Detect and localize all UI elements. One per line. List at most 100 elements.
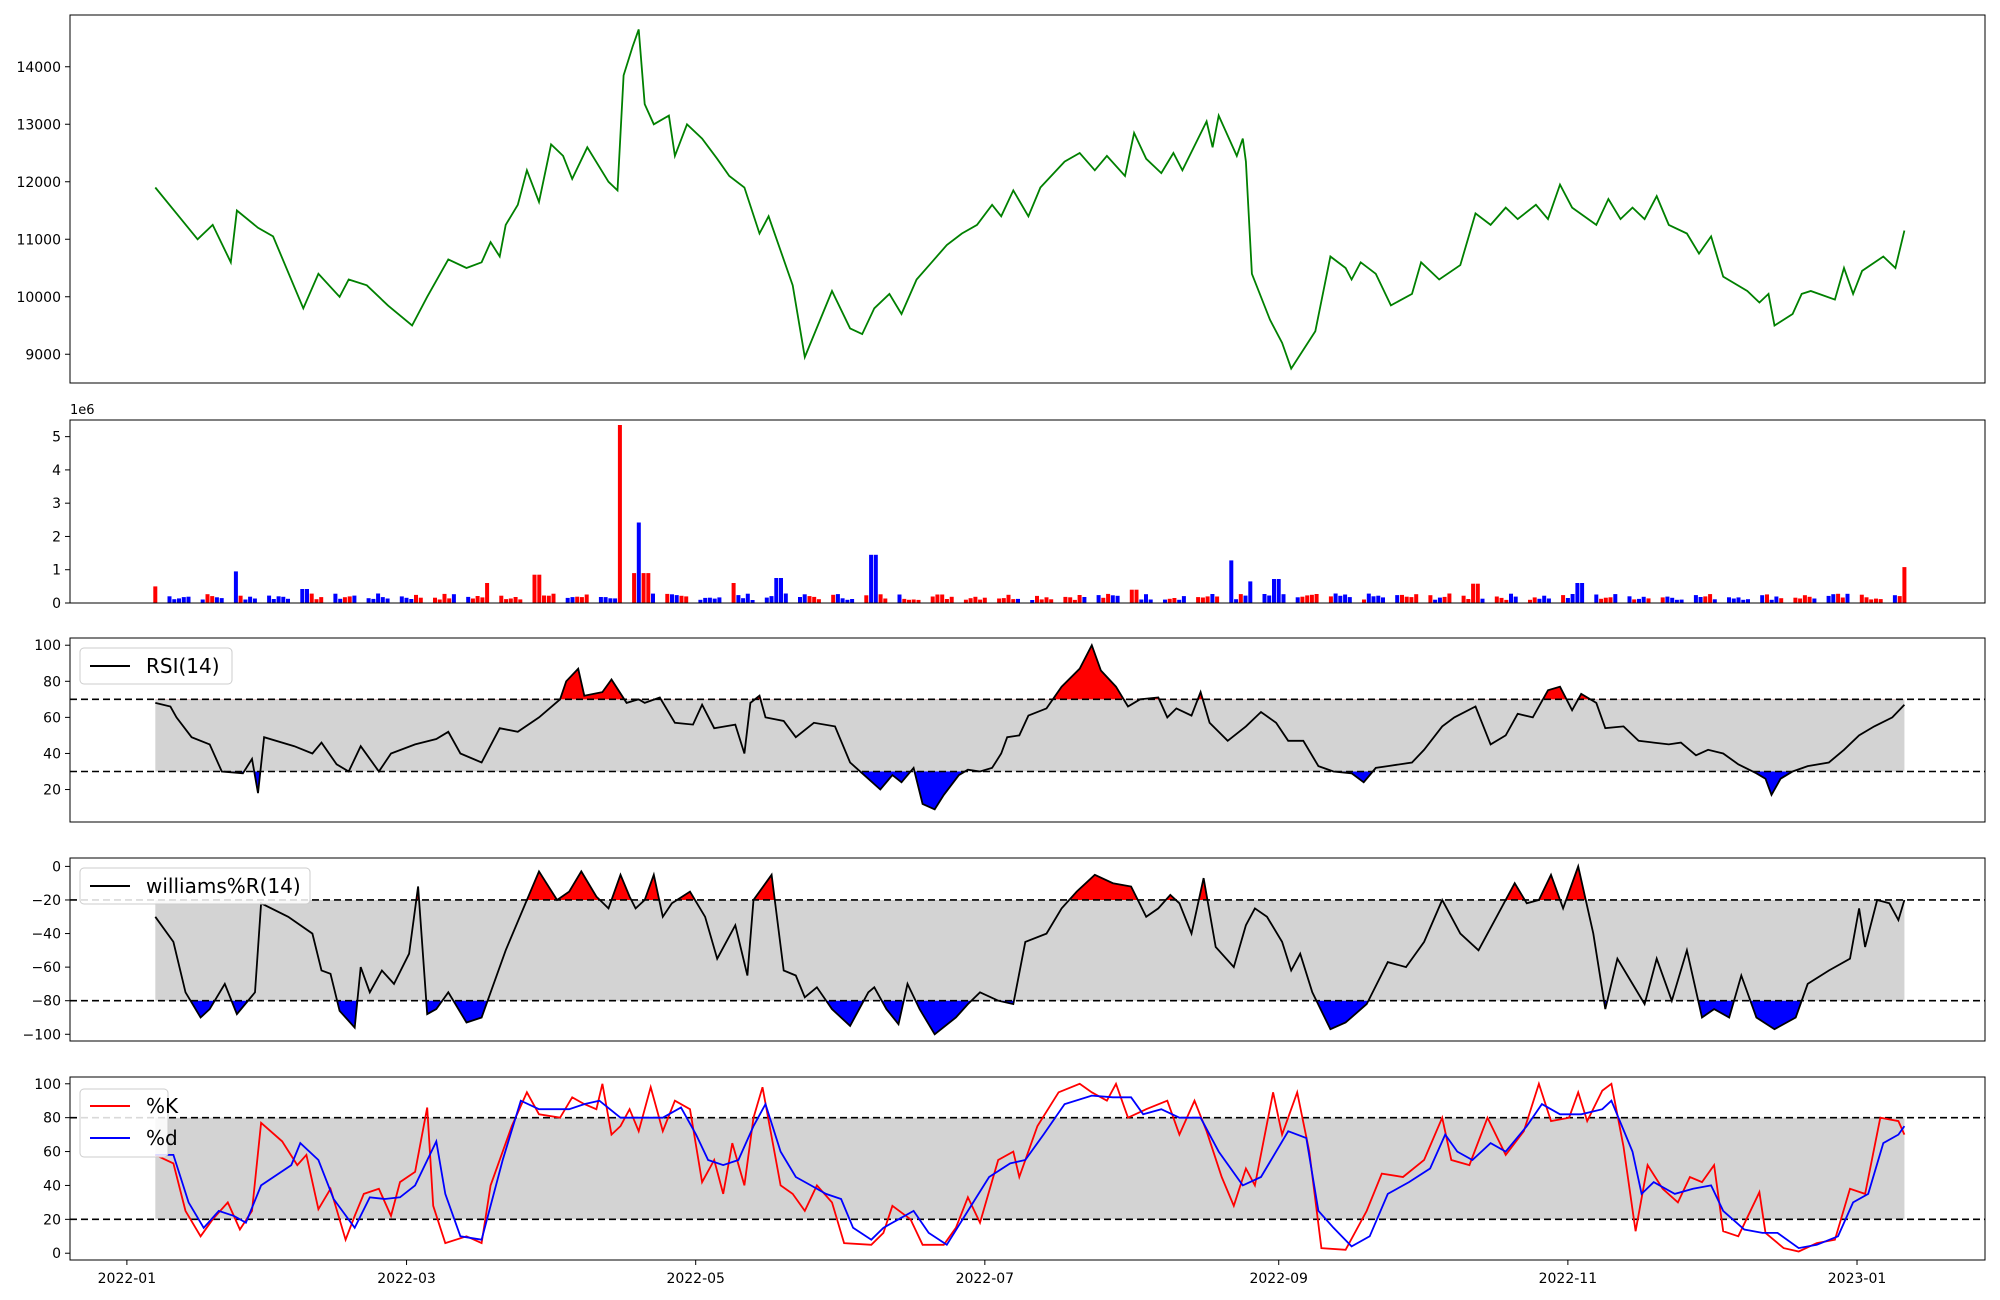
volume-bar (485, 583, 490, 603)
volume-bar (1366, 593, 1371, 603)
volume-bar (181, 597, 186, 603)
volume-bar (617, 425, 622, 603)
volume-bar (1068, 597, 1073, 603)
volume-bar (745, 593, 750, 603)
volume-bar (1637, 598, 1641, 603)
williams-y-tick-label: −40 (31, 927, 61, 943)
price-panel: 9000 10000 11000 12000 13000 14000 (16, 14, 1986, 384)
volume-bar (944, 599, 949, 603)
volume-bar (1362, 599, 1366, 603)
volume-bar (1859, 594, 1864, 603)
volume-bar (1309, 594, 1314, 603)
volume-bar (1708, 594, 1713, 603)
volume-bar (1869, 599, 1874, 603)
volume-bar (414, 594, 418, 603)
volume-bar (1248, 581, 1253, 603)
price-line-layer (154, 29, 1906, 371)
volume-bar (902, 598, 907, 603)
x-tick-label: 2022-01 (98, 1271, 157, 1287)
williams-legend-label: williams%R(14) (146, 874, 301, 898)
volume-bar (1267, 595, 1272, 603)
volume-bar (1234, 599, 1239, 603)
volume-bar (281, 596, 286, 603)
volume-bar (1646, 598, 1651, 603)
volume-bar (153, 586, 158, 603)
volume-bar (1674, 599, 1679, 603)
volume-bar (1400, 594, 1404, 603)
stochastic-y-tick-label: 80 (43, 1111, 61, 1127)
volume-bar (380, 597, 385, 603)
volume-bar (437, 599, 442, 603)
volume-bar (1679, 599, 1684, 603)
price-y-ticks: 9000 10000 11000 12000 13000 14000 (16, 60, 70, 363)
volume-bar (1727, 597, 1731, 603)
price-line (154, 29, 1906, 371)
volume-bar (1011, 599, 1016, 603)
volume-bar (1670, 597, 1675, 603)
rsi-y-tick-label: 100 (34, 638, 61, 654)
volume-bar (1613, 594, 1618, 603)
volume-bar (982, 597, 987, 603)
volume-bar (309, 593, 314, 603)
volume-bar (1281, 594, 1286, 603)
volume-bar (1494, 596, 1499, 603)
volume-bar (518, 599, 523, 603)
price-y-tick-label: 14000 (16, 60, 61, 76)
rsi-legend: RSI(14) (79, 647, 233, 685)
volume-y-tick-label: 4 (52, 463, 61, 479)
volume-bar (314, 599, 319, 603)
volume-bar (267, 595, 272, 603)
williams-y-tick-label: 0 (52, 859, 61, 875)
volume-bar (1343, 594, 1348, 603)
volume-bar (707, 597, 712, 603)
volume-bar (1262, 594, 1267, 603)
volume-bar (1693, 595, 1698, 603)
volume-bar (1565, 598, 1570, 603)
volume-bar (1712, 599, 1717, 603)
volume-bar (698, 599, 703, 603)
volume-bar (741, 598, 746, 603)
volume-axes-frame (69, 419, 1986, 604)
d-legend-label: %d (146, 1126, 178, 1150)
rsi-panel: 20 40 60 80 100 RSI(14) (34, 637, 1986, 823)
williams-y-tick-label: −60 (31, 960, 61, 976)
volume-bar (475, 596, 480, 603)
volume-bar (1395, 595, 1400, 603)
volume-bar (1528, 599, 1532, 603)
volume-bar (963, 599, 968, 603)
volume-bar (869, 554, 874, 603)
volume-bar (466, 596, 471, 603)
volume-bar (736, 595, 741, 603)
williams-line (154, 863, 1906, 1036)
volume-bar (1181, 596, 1186, 603)
volume-bar (1632, 599, 1637, 603)
volume-bar (1035, 595, 1039, 603)
volume-bar (1765, 594, 1769, 603)
volume-bar (342, 597, 347, 603)
volume-bar (850, 599, 855, 603)
volume-bar (1798, 598, 1803, 603)
volume-bar (845, 599, 850, 603)
williams-y-tick-label: −80 (31, 994, 61, 1010)
volume-bar (911, 599, 916, 603)
volume-bar (703, 597, 708, 603)
volume-bar (433, 597, 437, 603)
volume-bar (897, 594, 902, 603)
volume-bar (1741, 599, 1746, 603)
volume-bar (835, 594, 840, 603)
volume-bar (968, 598, 973, 603)
volume-bar (1200, 597, 1205, 603)
volume-bar (907, 599, 911, 603)
volume-bar (1314, 594, 1319, 603)
rsi-legend-label: RSI(14) (146, 654, 220, 678)
volume-bar (1580, 583, 1585, 603)
volume-bar (210, 596, 215, 603)
volume-bar (1243, 595, 1248, 603)
volume-bar (1144, 594, 1148, 603)
volume-bar (1205, 596, 1210, 603)
volume-bar (1167, 598, 1172, 603)
volume-bar (632, 573, 637, 603)
volume-bar (916, 599, 921, 603)
volume-bar (864, 595, 869, 603)
volume-bar (816, 599, 821, 603)
